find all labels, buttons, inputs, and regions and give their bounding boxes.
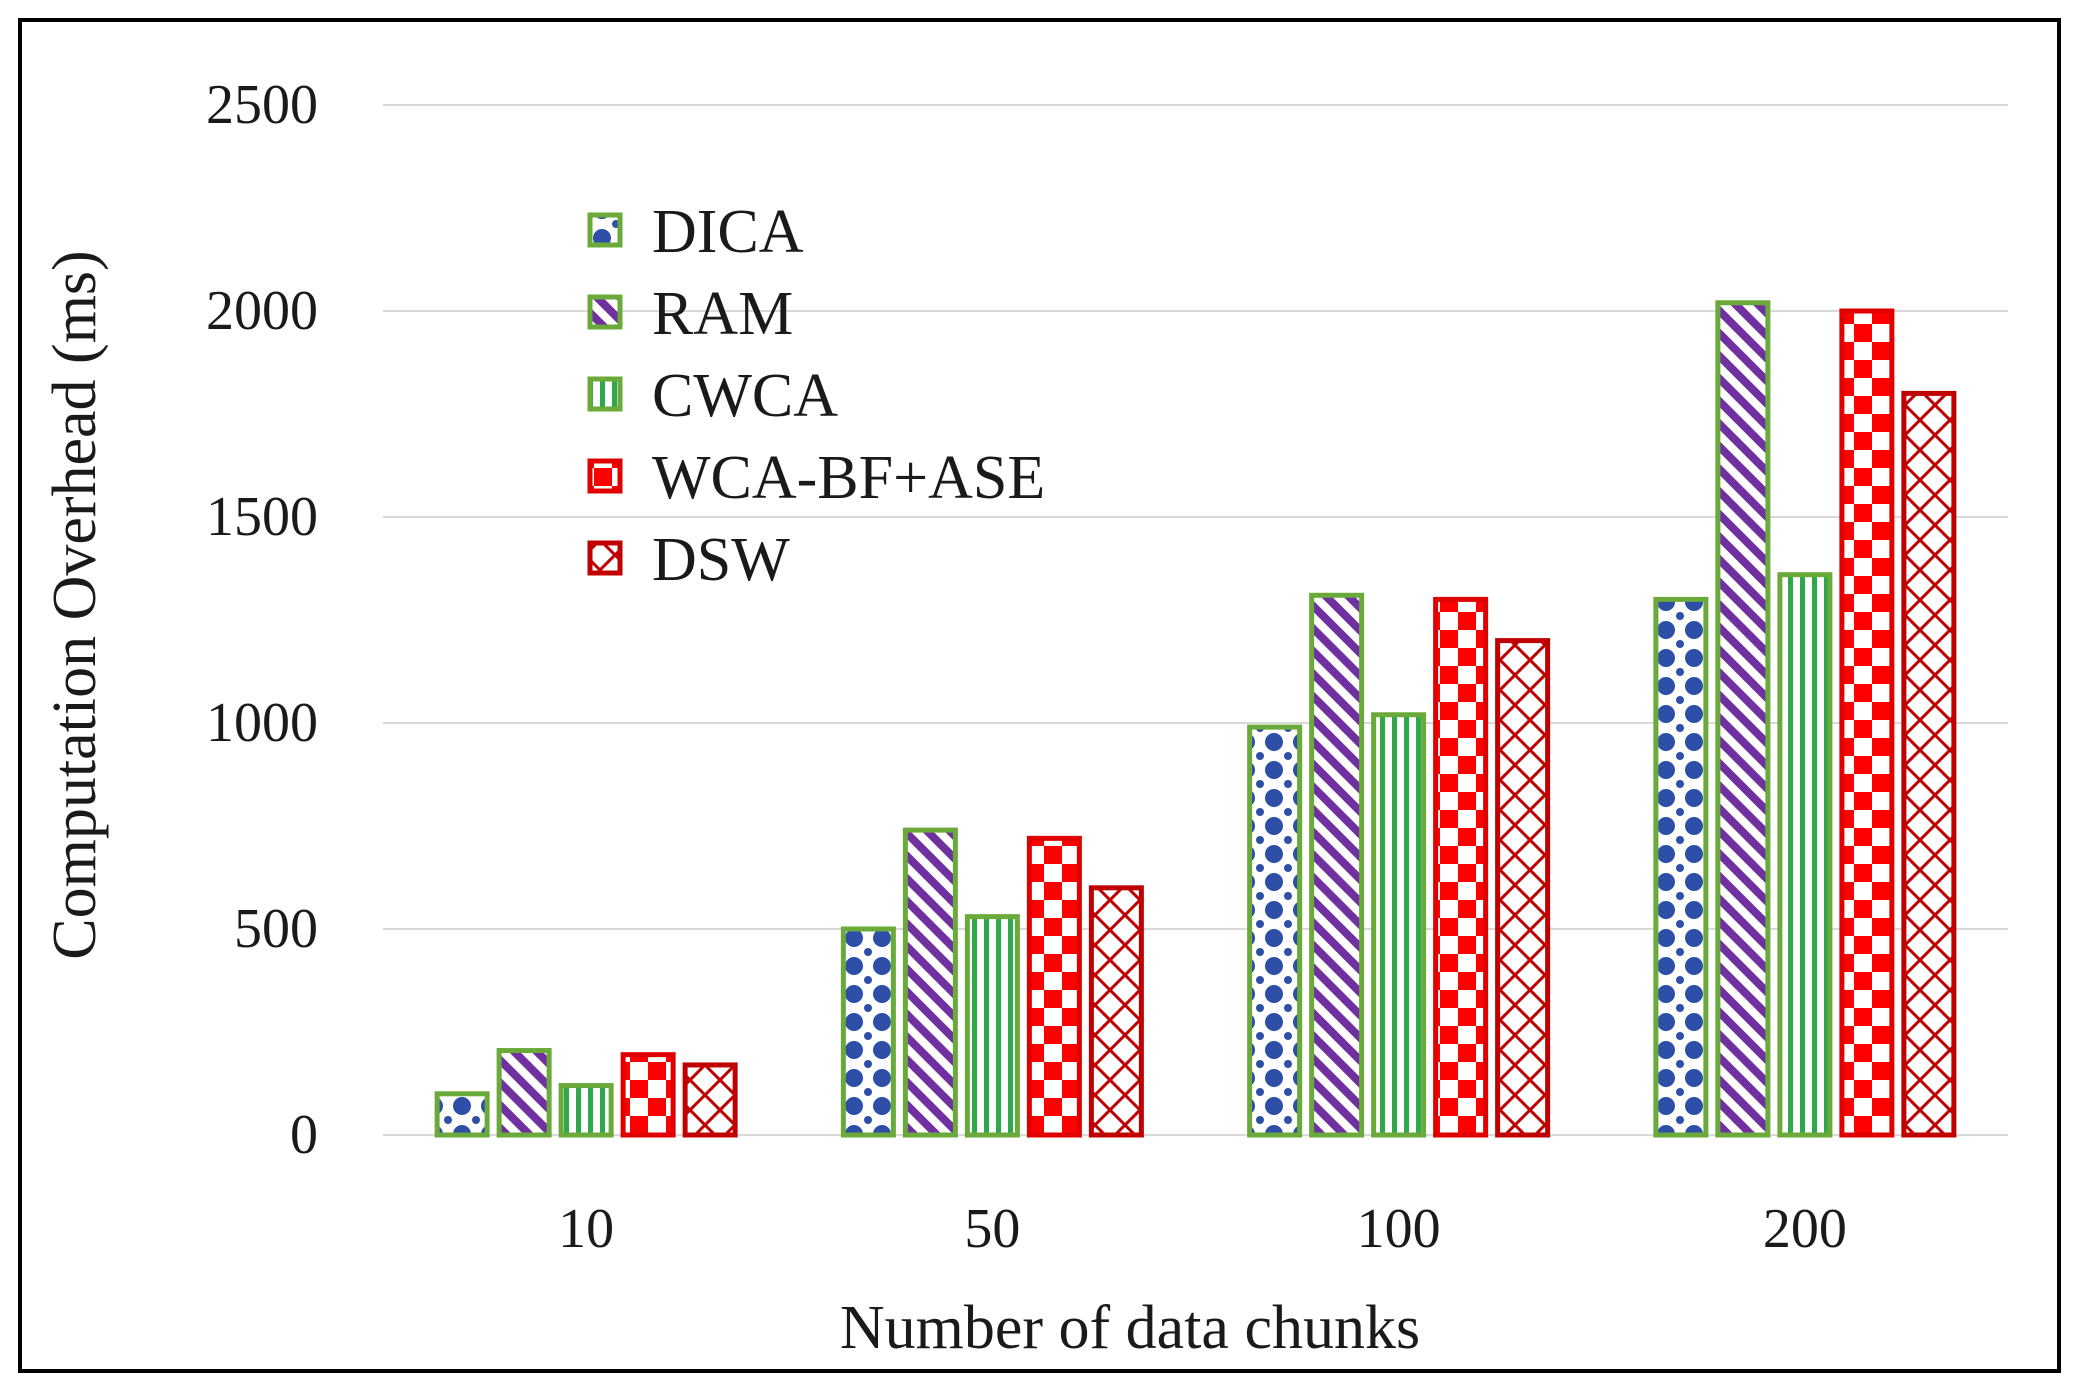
y-tick-label-1000: 1000 [206,692,318,754]
y-tick-label-0: 0 [290,1104,318,1166]
x-tick-label-100: 100 [1357,1198,1441,1260]
legend-label-wca-bf-ase: WCA-BF+ASE [652,444,1045,512]
chart-frame [18,18,2061,1373]
bar-ram-200 [1715,300,1771,1138]
bar-cwca-50 [964,914,1020,1138]
legend-swatch-ram [587,294,623,330]
bar-ram-50 [902,827,958,1138]
bar-cwca-200 [1777,572,1833,1138]
bar-dsw-10 [682,1062,738,1138]
bar-cwca-10 [558,1083,614,1138]
x-tick-label-50: 50 [964,1198,1020,1260]
bar-ram-10 [496,1048,552,1138]
bar-dsw-100 [1495,638,1551,1138]
bar-dsw-200 [1901,390,1957,1138]
y-tick-label-2500: 2500 [206,74,318,136]
y-axis-title: Computation Overhead (ms) [41,250,109,959]
legend-swatch-cwca [587,376,623,412]
y-tick-label-2000: 2000 [206,280,318,342]
bar-dica-50 [840,926,896,1138]
legend-label-dica: DICA [652,198,804,266]
bar-wca-bf-ase-200 [1839,308,1895,1138]
bar-dsw-50 [1088,885,1144,1138]
bar-wca-bf-ase-100 [1433,596,1489,1138]
x-axis-title: Number of data chunks [840,1294,1420,1362]
x-tick-label-10: 10 [558,1198,614,1260]
legend-swatch-dsw [587,540,623,576]
legend-label-cwca: CWCA [652,362,838,430]
legend-label-ram: RAM [652,280,793,348]
legend-swatch-dica [587,212,623,248]
legend-label-dsw: DSW [652,526,790,594]
legend-swatch-wca-bf-ase [587,458,623,494]
bar-wca-bf-ase-10 [620,1052,676,1138]
bar-dica-10 [434,1091,490,1138]
y-tick-label-1500: 1500 [206,486,318,548]
bar-cwca-100 [1371,712,1427,1138]
bar-dica-100 [1247,724,1303,1138]
bar-wca-bf-ase-50 [1026,835,1082,1138]
bar-dica-200 [1653,596,1709,1138]
bar-ram-100 [1309,592,1365,1138]
y-tick-label-500: 500 [234,898,318,960]
x-tick-label-200: 200 [1763,1198,1847,1260]
